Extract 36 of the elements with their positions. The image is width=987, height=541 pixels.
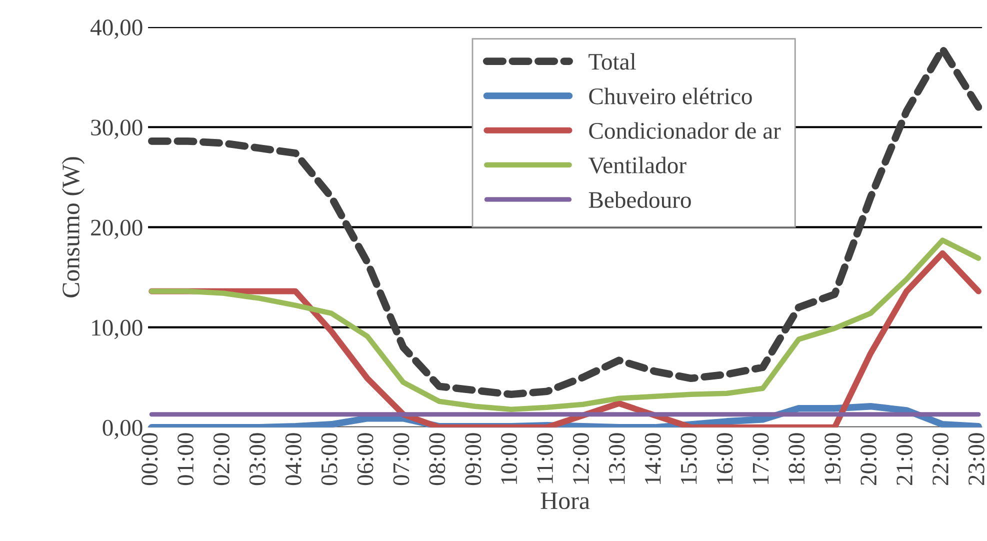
x-tick-label: 11:00 bbox=[537, 433, 554, 484]
x-tick-label: 06:00 bbox=[357, 433, 374, 486]
x-tick-label: 00:00 bbox=[142, 433, 158, 486]
x-tick-label: 08:00 bbox=[429, 433, 446, 486]
y-tick-label: 0,00 bbox=[102, 420, 142, 440]
x-tick-label: 10:00 bbox=[501, 433, 518, 484]
x-tick-label: 20:00 bbox=[860, 433, 877, 485]
x-tick-label: 16:00 bbox=[716, 433, 733, 484]
x-tick-label: 02:00 bbox=[214, 433, 230, 486]
x-tick-label: 15:00 bbox=[680, 433, 697, 484]
y-axis-title: Consumo (W) bbox=[62, 157, 85, 298]
x-tick-label: 03:00 bbox=[249, 433, 266, 486]
x-tick-label: 23:00 bbox=[968, 433, 984, 485]
x-tick-label: 07:00 bbox=[393, 433, 410, 486]
x-tick-label: 14:00 bbox=[644, 433, 661, 484]
x-tick-label: 17:00 bbox=[752, 433, 769, 484]
x-tick-label: 13:00 bbox=[608, 433, 625, 484]
legend-label: Ventilador bbox=[588, 156, 686, 174]
y-tick-label: 10,00 bbox=[92, 320, 142, 340]
x-tick-label: 05:00 bbox=[321, 433, 338, 486]
legend-label: Condicionador de ar bbox=[589, 122, 781, 139]
legend-label: Bebedouro bbox=[588, 191, 691, 208]
x-tick-label: 21:00 bbox=[896, 433, 913, 485]
legend-label: Chuveiro elétrico bbox=[589, 88, 752, 104]
legend-label: Total bbox=[588, 53, 636, 70]
y-tick-label: 20,00 bbox=[91, 220, 142, 240]
x-tick-label: 09:00 bbox=[465, 433, 482, 486]
y-tick-label: 40,00 bbox=[90, 20, 142, 39]
x-tick-label: 12:00 bbox=[573, 433, 590, 484]
x-tick-label: 01:00 bbox=[178, 433, 194, 486]
x-tick-label: 04:00 bbox=[285, 433, 302, 486]
x-tick-label: 19:00 bbox=[824, 433, 841, 484]
y-tick-label: 30,00 bbox=[91, 120, 142, 139]
x-tick-label: 22:00 bbox=[932, 433, 949, 485]
x-tick-label: 18:00 bbox=[788, 433, 805, 484]
x-axis-title: Hora bbox=[540, 492, 590, 510]
